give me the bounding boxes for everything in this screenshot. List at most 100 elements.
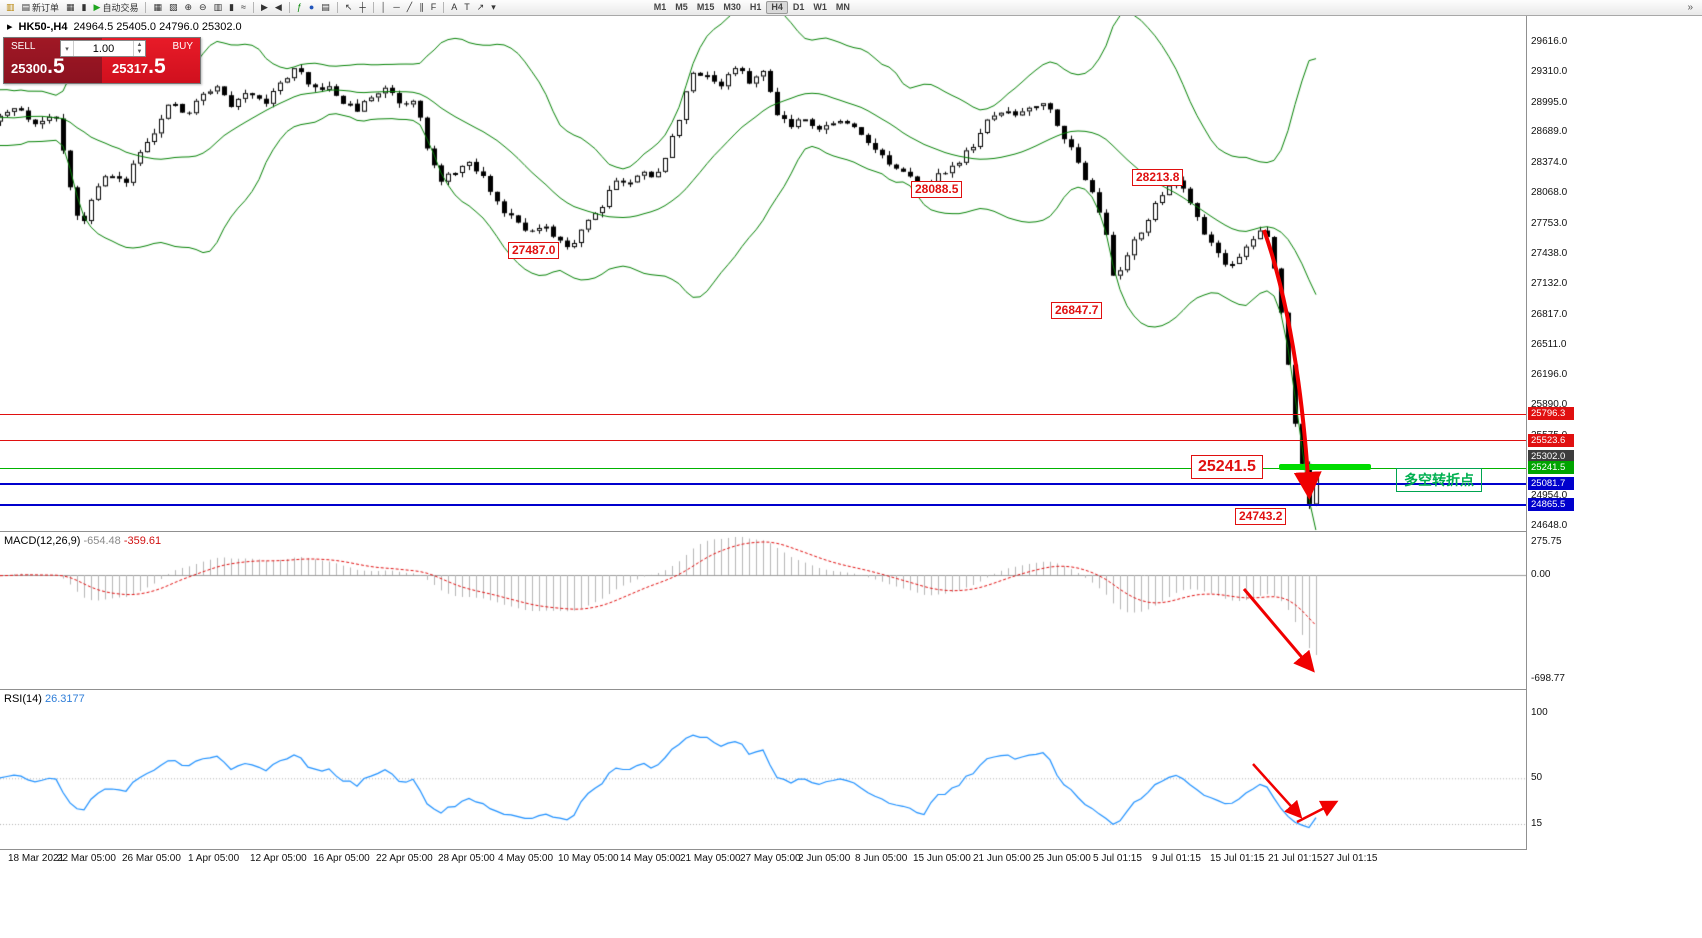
arrows-icon[interactable]: ↗: [474, 1, 488, 15]
time-label: 28 Apr 05:00: [438, 853, 495, 864]
bar-chart-icon[interactable]: ▥: [211, 1, 226, 15]
price-tick: 26196.0: [1531, 369, 1568, 381]
cursor-icon[interactable]: ↖: [342, 1, 356, 15]
time-label: 12 Apr 05:00: [250, 853, 307, 864]
macd-axis-tick: 0.00: [1531, 569, 1551, 580]
hline-24865.5: [0, 504, 1526, 506]
horizontal-line-icon[interactable]: ─: [390, 1, 402, 15]
channel-icon: ∥: [419, 2, 424, 12]
time-label: 21 Jul 01:15: [1268, 853, 1323, 864]
auto-scroll-icon[interactable]: ▶: [258, 1, 271, 15]
chart-shift-icon[interactable]: ◀: [272, 1, 285, 15]
volume-input[interactable]: [74, 41, 133, 56]
crosshair-icon[interactable]: ┼: [356, 1, 368, 15]
charts-icon: ▦: [66, 2, 75, 12]
charts-icon[interactable]: ▦: [63, 1, 78, 15]
hline-25241.5: [0, 468, 1526, 469]
timeframe-d1[interactable]: D1: [792, 2, 805, 12]
panel-separator-rsi[interactable]: [0, 689, 1702, 690]
volume-dropdown-icon[interactable]: ▾: [61, 41, 74, 56]
timeframe-h1[interactable]: H1: [749, 2, 762, 12]
toolbar-overflow-icon[interactable]: »: [1687, 2, 1693, 13]
channel-icon[interactable]: ∥: [416, 1, 427, 15]
volume-down-icon[interactable]: ▼: [136, 49, 143, 56]
candlestick-chart-icon[interactable]: ▮: [226, 1, 237, 15]
text-label-icon[interactable]: T: [461, 1, 473, 15]
objects-dropdown-icon[interactable]: ▾: [488, 1, 499, 15]
chart-window-icon[interactable]: ▥: [3, 1, 18, 15]
cascade-windows-icon[interactable]: ▧: [166, 1, 181, 15]
auto-trading-button[interactable]: ▶ 自动交易: [91, 1, 142, 15]
line-chart-icon[interactable]: ≈: [238, 1, 249, 15]
auto-scroll-icon: ▶: [261, 2, 268, 12]
zoom-in-icon: ⊕: [184, 2, 193, 12]
objects-dropdown-icon: ▾: [491, 2, 496, 12]
price-axis[interactable]: 29616.0 29310.0 28995.0 28689.0 28374.0 28068…: [1527, 16, 1702, 850]
price-tick: 29616.0: [1531, 36, 1568, 47]
timeframe-m5[interactable]: M5: [675, 2, 688, 12]
time-axis-separator: [0, 849, 1702, 850]
timeframe-h4[interactable]: H4: [766, 1, 788, 14]
price-tick: 24648.0: [1531, 520, 1568, 531]
zoom-out-icon[interactable]: ⊖: [196, 1, 210, 15]
data-window-icon[interactable]: ▤: [318, 1, 333, 15]
horizontal-line-icon: ─: [393, 2, 400, 12]
tile-windows-icon[interactable]: ▦: [150, 1, 165, 15]
candlestick-chart-icon: ▮: [229, 2, 235, 12]
zoom-in-icon[interactable]: ⊕: [181, 1, 195, 15]
time-label: 25 Jun 05:00: [1033, 853, 1091, 864]
time-label: 10 May 05:00: [558, 853, 619, 864]
buy-price: 25317.5: [112, 55, 166, 78]
trendline-icon[interactable]: ╱: [404, 1, 415, 15]
line-chart-icon: ≈: [241, 2, 246, 12]
chart-canvas[interactable]: [0, 16, 1526, 850]
zoom-out-icon: ⊖: [199, 2, 207, 12]
data-window-icon: ▤: [321, 2, 330, 12]
rsi-axis-tick: 100: [1531, 707, 1548, 718]
indicators-icon[interactable]: ƒ: [294, 1, 305, 15]
price-tag: 25523.6: [1528, 433, 1574, 447]
crosshair-icon: ┼: [359, 2, 366, 12]
toolbar-separator: [336, 2, 338, 13]
text-icon[interactable]: A: [448, 1, 460, 15]
price-tag: 25241.5: [1528, 461, 1574, 475]
vertical-line-icon: │: [380, 2, 387, 12]
rsi-value: 26.3177: [44, 693, 85, 705]
timeframe-toolbar: M1 M5 M15 M30 H1 H4 D1 W1 MN: [650, 1, 854, 14]
timeframe-mn[interactable]: MN: [835, 2, 850, 12]
volume-control: ▾ ▲ ▼: [60, 40, 146, 57]
time-label: 22 Mar 05:00: [57, 853, 116, 864]
time-label: 22 Apr 05:00: [376, 853, 433, 864]
navigator-icon[interactable]: ●: [306, 1, 317, 15]
new-order-button[interactable]: ▤ 新订单: [19, 1, 63, 15]
sell-label: SELL: [11, 41, 36, 52]
tile-windows-icon: ▦: [153, 2, 162, 12]
macd-value: -654.48: [83, 535, 121, 547]
vertical-line-icon[interactable]: │: [378, 1, 390, 15]
timeframe-m15[interactable]: M15: [696, 2, 715, 12]
hline-25796.3: [0, 414, 1526, 415]
sell-button[interactable]: SELL 25300.5: [4, 38, 102, 83]
macd-axis-tick: -698.77: [1531, 673, 1565, 684]
volume-up-icon[interactable]: ▲: [136, 41, 143, 48]
price-tick: 29310.0: [1531, 65, 1568, 77]
time-label: 15 Jun 05:00: [913, 853, 971, 864]
fibonacci-icon[interactable]: F: [428, 1, 440, 15]
ohlc-values: 24964.5 25405.0 24796.0 25302.0: [73, 20, 242, 33]
price-annotation: 25241.5: [1191, 455, 1263, 479]
time-axis[interactable]: 18 Mar 2021 22 Mar 05:00 26 Mar 05:00 1 Apr…: [0, 850, 1526, 868]
timeframe-w1[interactable]: W1: [813, 2, 827, 12]
panel-separator-macd[interactable]: [0, 531, 1702, 532]
timeframe-m30[interactable]: M30: [723, 2, 741, 12]
toolbar-separator: [443, 2, 445, 13]
main-toolbar: ▥ ▤ 新订单 ▦ ▮ ▶ 自动交易 ▦ ▧ ⊕ ⊖ ▥ ▮ ≈ ▶ ◀ ƒ ● ▤ ↖ ┼ │ ─ ╱ ∥ F A T ↗ ▾ M1 M5 M…: [0, 0, 1702, 16]
timeframe-m1[interactable]: M1: [653, 2, 667, 12]
price-tick: 24954.0: [1531, 490, 1568, 502]
volume-spinner[interactable]: ▲ ▼: [133, 41, 145, 56]
price-annotation: 28213.8: [1132, 169, 1184, 186]
price-annotation: 27487.0: [508, 242, 560, 259]
market-depth-icon: ▮: [81, 2, 87, 12]
cascade-windows-icon: ▧: [168, 2, 178, 12]
market-depth-icon[interactable]: ▮: [79, 1, 90, 15]
